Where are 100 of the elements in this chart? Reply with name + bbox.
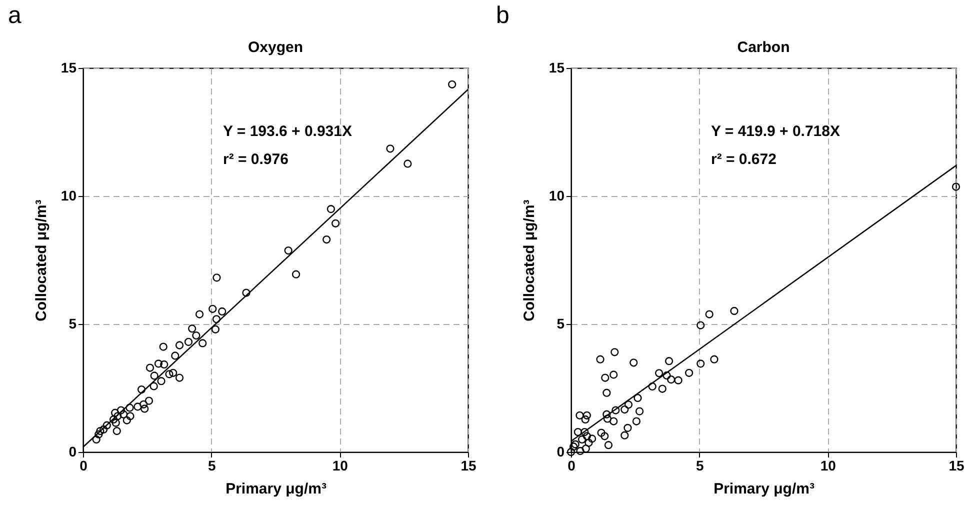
point — [571, 440, 580, 448]
point — [114, 412, 122, 420]
annotation: Y = 419.9 + 0.718X — [711, 123, 840, 140]
point — [331, 219, 340, 228]
point — [662, 371, 671, 380]
point — [150, 382, 158, 390]
y-tick-label: 0 — [68, 444, 77, 460]
point — [184, 338, 193, 346]
x-tick-label: 10 — [332, 458, 348, 474]
x-axis-title: Primary μg/m³ — [226, 480, 326, 498]
point — [601, 374, 610, 382]
y-tick-label: 5 — [68, 316, 77, 332]
point — [581, 415, 590, 424]
point — [582, 432, 591, 440]
point — [580, 428, 589, 436]
point — [116, 406, 126, 414]
point — [326, 205, 336, 214]
point — [242, 288, 250, 297]
point — [146, 364, 154, 372]
point — [696, 321, 705, 330]
point — [198, 339, 207, 348]
point — [630, 358, 638, 367]
point — [126, 404, 134, 412]
point — [99, 425, 108, 434]
y-tick-label: 15 — [548, 60, 565, 76]
point — [122, 416, 131, 424]
x-tick-label: 10 — [820, 458, 836, 474]
point — [157, 377, 166, 386]
point — [634, 394, 642, 402]
point — [584, 438, 593, 447]
x-axis-title: Primary μg/m³ — [714, 480, 814, 498]
point — [171, 352, 180, 360]
chart-title: Carbon — [737, 39, 790, 56]
point — [292, 270, 300, 278]
x-tick-label: 5 — [696, 458, 704, 474]
y-tick-label: 0 — [556, 444, 565, 460]
point — [664, 357, 674, 366]
point — [165, 370, 174, 378]
y-axis-title: Collocated μg/m³ — [520, 200, 538, 322]
point — [576, 411, 584, 420]
y-axis-title: Collocated μg/m³ — [32, 200, 50, 322]
y-tick-label: 5 — [556, 316, 565, 332]
point — [160, 360, 168, 369]
annotation: Y = 193.6 + 0.931X — [223, 123, 352, 140]
point — [602, 388, 611, 397]
point — [111, 408, 120, 417]
point — [596, 355, 604, 364]
point — [195, 310, 204, 318]
point — [710, 355, 718, 364]
point — [674, 376, 682, 384]
point — [597, 428, 606, 437]
point — [667, 375, 676, 384]
point — [448, 80, 456, 88]
point — [632, 417, 641, 426]
point — [102, 421, 111, 430]
point — [648, 382, 656, 391]
point — [588, 434, 596, 443]
text: a — [8, 2, 22, 29]
point — [404, 160, 412, 168]
point — [140, 404, 149, 413]
point — [610, 417, 618, 426]
point — [154, 360, 163, 368]
point — [610, 370, 618, 379]
point — [175, 341, 184, 350]
x-tick-label: 5 — [208, 458, 216, 474]
point — [705, 310, 714, 318]
point — [218, 307, 226, 316]
y-tick-label: 10 — [548, 188, 565, 204]
point — [192, 331, 200, 340]
point — [635, 407, 644, 416]
point — [140, 400, 148, 408]
x-tick-label: 0 — [80, 458, 88, 474]
point — [603, 414, 612, 423]
point — [620, 405, 629, 414]
point — [576, 446, 584, 456]
x-tick-label: 15 — [460, 458, 476, 474]
point — [624, 400, 633, 409]
point — [612, 406, 620, 414]
point — [144, 396, 154, 405]
point — [109, 415, 118, 424]
point — [658, 384, 666, 393]
point — [582, 444, 590, 453]
point — [137, 385, 146, 394]
y-tick-label: 10 — [60, 188, 77, 204]
y-tick-label: 15 — [60, 60, 77, 76]
point — [582, 411, 591, 420]
point — [610, 348, 619, 356]
point — [284, 246, 292, 255]
point — [96, 426, 104, 436]
point — [212, 315, 221, 324]
annotation: r² = 0.672 — [711, 151, 776, 168]
point — [119, 410, 128, 418]
point — [322, 235, 331, 244]
point — [188, 324, 196, 333]
x-tick-label: 15 — [948, 458, 964, 474]
point — [112, 426, 121, 436]
point — [570, 442, 578, 451]
point — [602, 410, 611, 418]
point — [159, 342, 168, 351]
point — [92, 435, 100, 444]
